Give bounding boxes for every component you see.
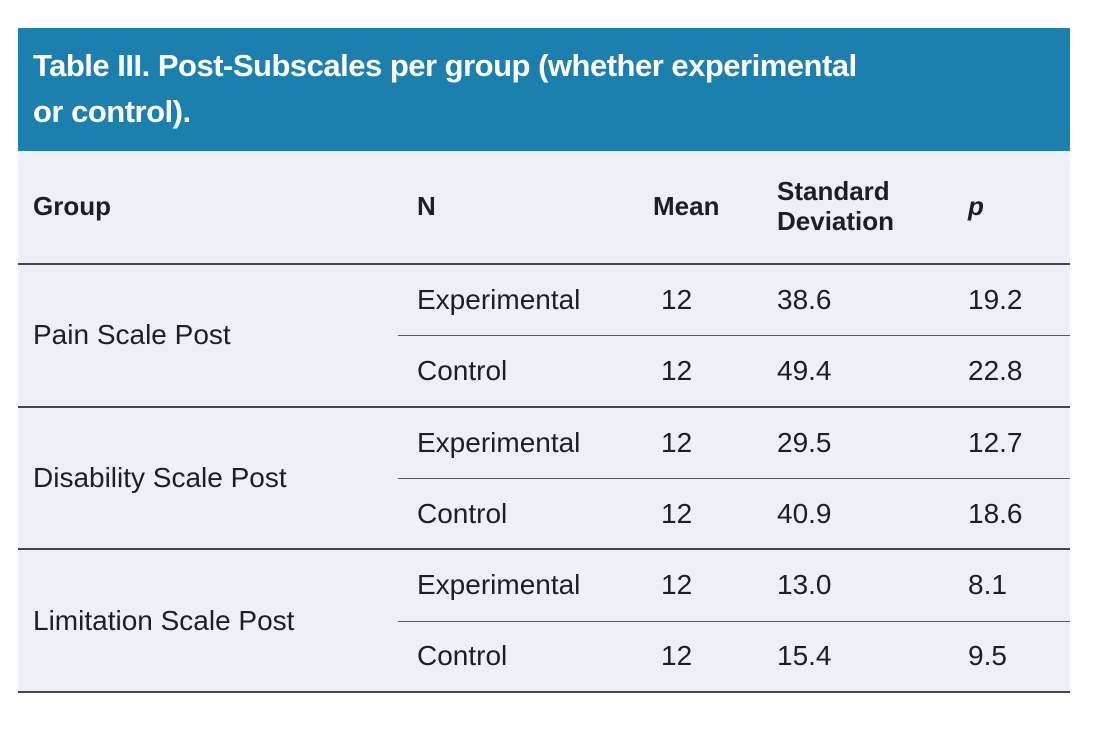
condition-cell: Control (398, 479, 653, 551)
n-cell: 12 (653, 336, 777, 408)
condition-cell: Control (398, 336, 653, 408)
condition-cell: Experimental (398, 408, 653, 479)
condition-cell: Experimental (398, 550, 653, 622)
mean-cell: 13.0 (777, 550, 968, 622)
n-cell: 12 (653, 265, 777, 337)
group-label-limitation-scale-post: Limitation Scale Post (18, 550, 398, 693)
condition-cell: Experimental (398, 265, 653, 337)
sd-cell: 12.7 (968, 408, 1070, 479)
table-title-line-2: or control). (33, 94, 191, 129)
table-title-bar: Table III. Post-Subscales per group (whe… (18, 28, 1070, 151)
table-card: Table III. Post-Subscales per group (whe… (18, 28, 1070, 693)
col-header-p: p (968, 151, 1070, 265)
sd-cell: 18.6 (968, 479, 1070, 551)
col-header-sd: Standard Deviation (777, 151, 968, 265)
condition-cell: Control (398, 622, 653, 693)
mean-cell: 29.5 (777, 408, 968, 479)
n-cell: 12 (653, 479, 777, 551)
n-cell: 12 (653, 550, 777, 622)
mean-cell: 40.9 (777, 479, 968, 551)
mean-cell: 49.4 (777, 336, 968, 408)
sd-cell: 8.1 (968, 550, 1070, 622)
sd-cell: 22.8 (968, 336, 1070, 408)
mean-cell: 38.6 (777, 265, 968, 337)
col-header-group: Group (18, 151, 398, 265)
group-label-pain-scale-post: Pain Scale Post (18, 265, 398, 408)
col-header-mean: Mean (653, 151, 777, 265)
sd-cell: 19.2 (968, 265, 1070, 337)
sd-cell: 9.5 (968, 622, 1070, 693)
col-header-n: N (398, 151, 653, 265)
group-label-disability-scale-post: Disability Scale Post (18, 408, 398, 551)
n-cell: 12 (653, 408, 777, 479)
n-cell: 12 (653, 622, 777, 693)
mean-cell: 15.4 (777, 622, 968, 693)
table-title-line-1: Table III. Post-Subscales per group (whe… (33, 48, 857, 83)
data-table: Group N Mean Standard Deviation p Pain S… (18, 151, 1070, 693)
